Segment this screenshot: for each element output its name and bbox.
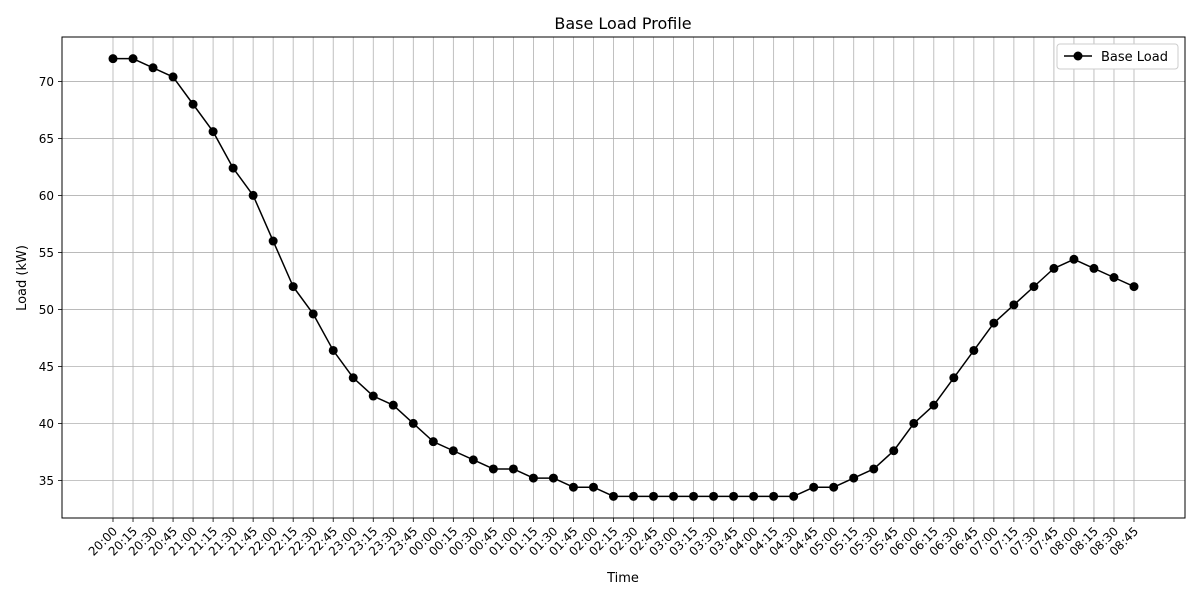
series-line (113, 57, 1135, 498)
data-point (649, 491, 659, 501)
y-tick-label: 65 (39, 132, 54, 146)
data-point (488, 464, 498, 474)
y-tick-label: 40 (39, 417, 54, 431)
data-point (729, 491, 739, 501)
data-point (108, 54, 118, 64)
y-tick-label: 60 (39, 189, 54, 203)
data-point (408, 418, 418, 428)
data-point (749, 491, 759, 501)
data-point (268, 236, 278, 246)
data-point (1049, 263, 1059, 273)
data-point (148, 63, 158, 73)
data-point (829, 482, 839, 492)
y-tick-label: 35 (39, 474, 54, 488)
chart-title: Base Load Profile (554, 14, 691, 33)
data-point (809, 482, 819, 492)
y-tick-label: 50 (39, 303, 54, 317)
data-point (929, 400, 939, 410)
data-point (989, 318, 999, 328)
data-point (448, 446, 458, 456)
data-point (348, 373, 358, 383)
data-point (689, 491, 699, 501)
grid (62, 37, 1185, 518)
y-axis-label: Load (kW) (15, 245, 30, 311)
data-point (588, 482, 598, 492)
legend-label: Base Load (1101, 50, 1168, 65)
x-axis-ticks: 20:0020:1520:3020:4521:0021:1521:3021:45… (86, 518, 1141, 559)
data-point (388, 400, 398, 410)
data-point (248, 190, 258, 200)
data-point (528, 473, 538, 483)
data-point (228, 163, 238, 173)
data-point (909, 418, 919, 428)
data-point (608, 491, 618, 501)
data-point (368, 391, 378, 401)
y-tick-label: 70 (39, 75, 54, 89)
data-point (1129, 282, 1139, 292)
data-point (789, 491, 799, 501)
data-point (1089, 263, 1099, 273)
y-tick-label: 45 (39, 360, 54, 374)
data-point (168, 72, 178, 82)
data-point (769, 491, 779, 501)
data-point (1069, 254, 1079, 264)
data-point (849, 473, 859, 483)
data-point (548, 473, 558, 483)
data-point (508, 464, 518, 474)
data-point (709, 491, 719, 501)
data-point (428, 437, 438, 447)
data-point (188, 99, 198, 109)
legend-marker (1073, 51, 1083, 61)
data-point (288, 282, 298, 292)
y-tick-label: 55 (39, 246, 54, 260)
data-point (328, 345, 338, 355)
x-axis-label: Time (606, 571, 639, 586)
data-point (889, 446, 899, 456)
data-point (128, 54, 138, 64)
y-axis-ticks: 35 40 45 50 55 60 65 70 (39, 75, 62, 488)
plot-frame (61, 36, 1186, 519)
data-point (1029, 282, 1039, 292)
data-point (568, 482, 578, 492)
legend-box (1056, 43, 1179, 70)
series-layer (108, 54, 1139, 501)
data-point (629, 491, 639, 501)
data-point (669, 491, 679, 501)
legend: Base Load (1056, 43, 1179, 70)
data-point (1109, 273, 1119, 282)
data-point (869, 464, 879, 474)
data-point (208, 127, 218, 137)
data-point (1009, 300, 1019, 310)
data-point (308, 309, 318, 319)
data-point (969, 345, 979, 355)
data-point (949, 373, 959, 383)
data-point (468, 455, 478, 465)
